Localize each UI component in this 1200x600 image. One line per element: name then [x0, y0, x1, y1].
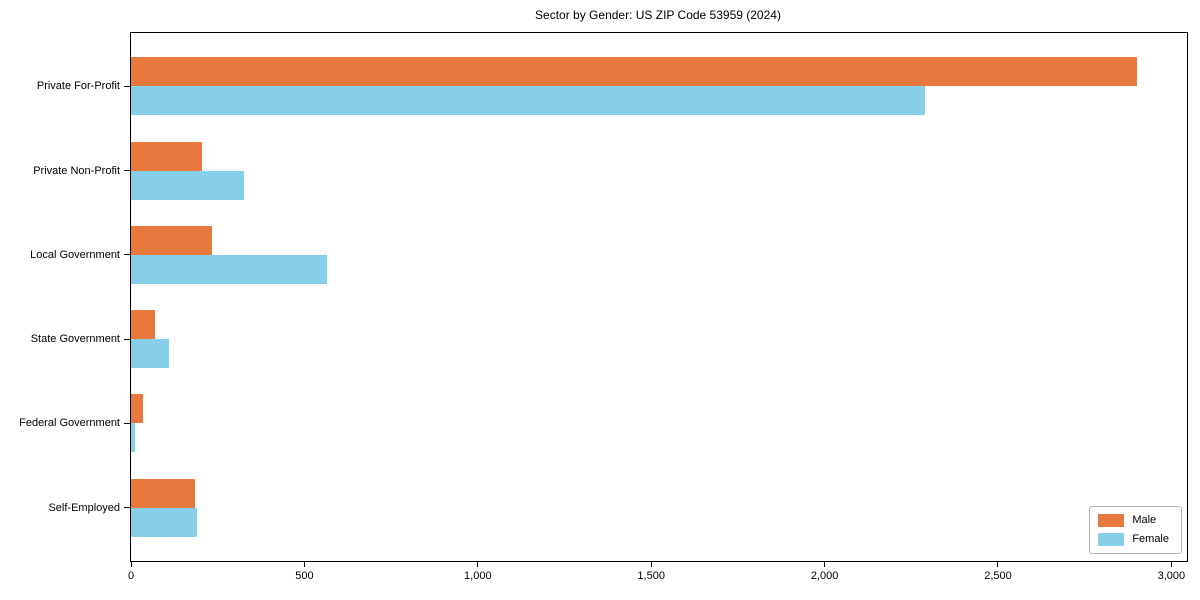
legend-swatch-male	[1098, 514, 1125, 527]
y-axis-tick	[124, 85, 130, 87]
legend-entry-male: Male	[1098, 514, 1169, 527]
x-axis-tick	[1170, 562, 1172, 567]
y-axis-tick	[124, 170, 130, 172]
y-axis-tick	[124, 507, 130, 509]
x-axis-tick	[477, 562, 479, 567]
y-axis-tick	[124, 254, 130, 256]
x-axis-label: 1,500	[637, 570, 665, 582]
y-axis-tick	[124, 338, 130, 340]
legend-swatch-female	[1098, 533, 1125, 546]
bar-female-5	[131, 507, 197, 537]
chart-title: Sector by Gender: US ZIP Code 53959 (202…	[535, 8, 781, 22]
bar-female-4	[131, 423, 135, 453]
bar-female-1	[131, 170, 244, 200]
y-axis-label: Private For-Profit	[36, 80, 120, 93]
x-axis-tick	[303, 562, 305, 567]
x-axis-tick	[650, 562, 652, 567]
bar-male-0	[131, 57, 1137, 87]
y-axis-label: Federal Government	[19, 417, 120, 430]
bar-female-2	[131, 254, 327, 284]
bar-female-3	[131, 339, 169, 369]
legend-label-male: Male	[1132, 514, 1157, 526]
plot-area: Male Female Private For-Profit Private Non…	[19, 32, 1188, 582]
bar-male-3	[131, 310, 155, 340]
legend-entry-female: Female	[1098, 533, 1169, 546]
bar-male-1	[131, 141, 202, 171]
x-axis-tick	[997, 562, 999, 567]
x-axis-label: 500	[295, 570, 314, 582]
x-axis-label: 2,500	[984, 570, 1012, 582]
legend-label-female: Female	[1132, 533, 1169, 545]
x-axis-label: 0	[127, 570, 135, 582]
bar-female-0	[131, 86, 925, 116]
x-axis-label: 2,000	[810, 570, 839, 582]
x-axis-label: 3,000	[1157, 570, 1186, 582]
bar-male-5	[131, 478, 195, 508]
y-axis-label: Local Government	[30, 248, 120, 261]
x-axis-label: 1,000	[464, 570, 492, 582]
y-axis-label: Private Non-Profit	[33, 164, 120, 177]
y-axis-label: Self-Employed	[48, 501, 120, 514]
x-axis-tick	[824, 562, 826, 567]
legend: Male Female	[1089, 506, 1182, 554]
bar-male-2	[131, 225, 212, 255]
x-axis-tick	[130, 562, 132, 567]
y-axis-tick	[124, 422, 130, 424]
bar-male-4	[131, 394, 143, 424]
y-axis-label: State Government	[30, 333, 120, 346]
